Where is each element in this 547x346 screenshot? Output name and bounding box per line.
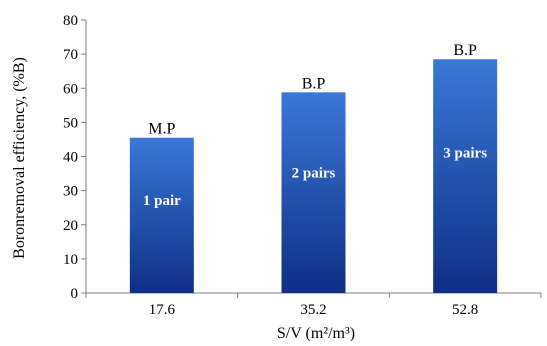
bar-top-label: B.P: [453, 42, 477, 59]
bar-inner-label: 2 pairs: [292, 166, 336, 182]
y-tick-label: 80: [63, 13, 78, 29]
y-tick-label: 60: [63, 81, 78, 97]
bar: [433, 59, 498, 294]
y-tick-label: 0: [71, 286, 79, 302]
y-tick-label: 30: [63, 184, 78, 200]
bar-inner-label: 1 pair: [143, 193, 181, 209]
x-tick-label: 35.2: [300, 302, 326, 318]
x-tick-label: 52.8: [452, 302, 478, 318]
bar-top-label: M.P: [148, 121, 175, 138]
bar-top-label: B.P: [302, 75, 326, 92]
x-axis-title: S/V (m²/m³): [277, 325, 355, 342]
x-tick-label: 17.6: [149, 302, 176, 318]
y-tick-label: 20: [63, 218, 78, 234]
y-axis-title: Boronremoval efficiency, (%B): [11, 57, 28, 259]
bar: [281, 92, 346, 293]
y-tick-label: 50: [63, 115, 78, 131]
y-tick-label: 70: [63, 47, 78, 63]
bar: [129, 137, 194, 293]
bar-inner-label: 3 pairs: [443, 146, 487, 162]
y-tick-label: 10: [63, 252, 78, 268]
y-tick-label: 40: [63, 150, 78, 166]
plot-area: 0 10 20 30 40 50 60 70 80 17.6 M.P 1 pair 35.2 B.P 2 p…: [63, 13, 542, 318]
